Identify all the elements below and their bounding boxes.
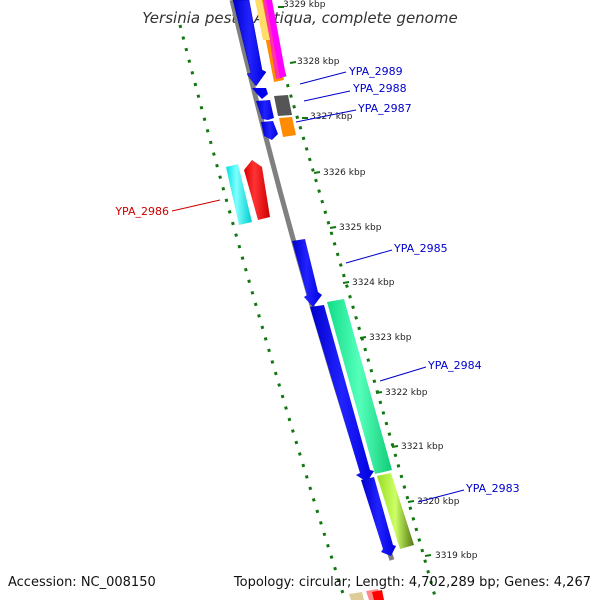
feature-gray-block [274,95,292,116]
gene-label-ypa-2988[interactable]: YPA_2988 [352,82,407,95]
scale-label: 3328 kbp [297,57,340,67]
scale-label: 3324 kbp [352,278,395,288]
cds-ypa-2986[interactable] [226,160,270,225]
gene-label-ypa-2985[interactable]: YPA_2985 [393,242,448,255]
scale-label: 3323 kbp [369,333,412,343]
gene-label-ypa-2987[interactable]: YPA_2987 [357,102,412,115]
outer-scale-ring [260,0,438,600]
gene-label-ypa-2986[interactable]: YPA_2986 [114,205,169,218]
cds-ypa-2989[interactable] [232,0,267,87]
scale-labels: 3329 kbp 3328 kbp 3327 kbp 3326 kbp 3325… [283,0,478,561]
cds-ypa-2984[interactable] [310,299,392,482]
scale-label: 3329 kbp [283,0,326,10]
gene-labels: YPA_2989 YPA_2988 YPA_2987 YPA_2986 YPA_… [114,65,519,495]
scale-label: 3320 kbp [417,497,460,507]
scale-label: 3321 kbp [401,442,444,452]
map-title: Yersinia pestis Antiqua, complete genome [142,9,457,27]
cds-ypa-2983[interactable] [361,473,414,556]
cds-ypa-2987[interactable] [261,121,278,140]
topology-summary: Topology: circular; Length: 4,702,289 bp… [233,575,591,590]
feature-top-strip [255,0,286,82]
accession-text: Accession: NC_008150 [8,575,156,590]
gene-label-ypa-2989[interactable]: YPA_2989 [348,65,403,78]
feature-orange-block [279,117,296,137]
cds-ypa-2988[interactable] [252,88,274,120]
label-leaders [171,71,465,503]
scale-label: 3327 kbp [310,112,353,122]
scale-ticks [278,6,432,557]
scale-label: 3322 kbp [385,388,428,398]
gene-label-ypa-2983[interactable]: YPA_2983 [465,482,520,495]
scale-label: 3326 kbp [323,168,366,178]
cds-ypa-2985[interactable] [292,239,322,307]
scale-label: 3325 kbp [339,223,382,233]
scale-label: 3319 kbp [435,551,478,561]
feature-bottom-strip [349,589,384,600]
gene-label-ypa-2984[interactable]: YPA_2984 [427,359,482,372]
